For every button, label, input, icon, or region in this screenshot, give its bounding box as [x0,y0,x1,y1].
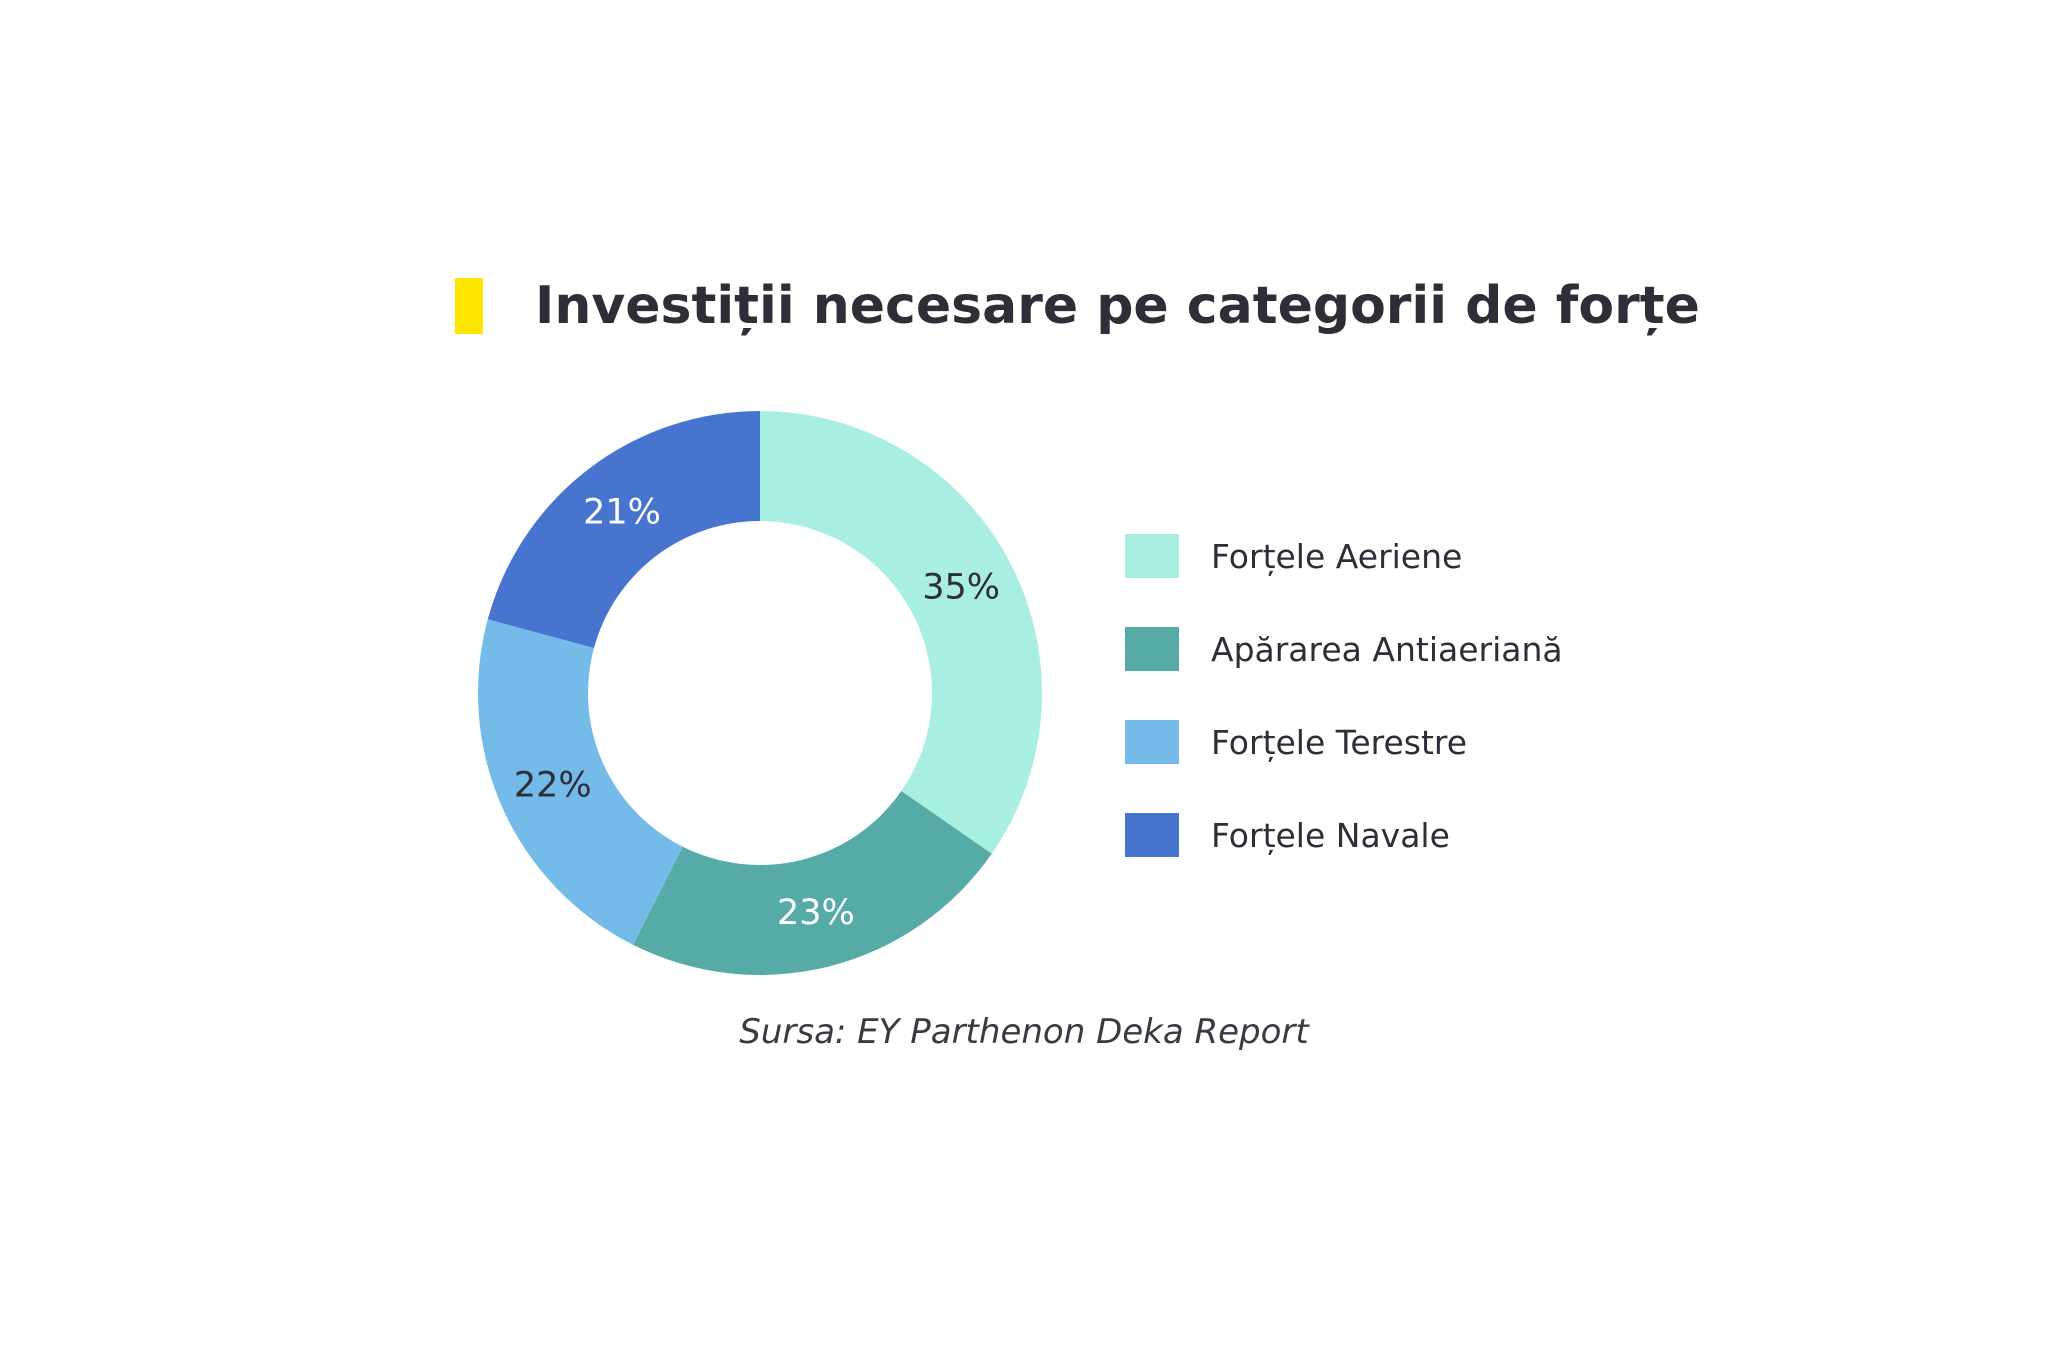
slice-value-label-2: 23% [777,893,855,933]
chart-legend: Forțele Aeriene Apărarea Antiaeriană Forțe… [1125,528,1563,900]
legend-item-3: Forțele Terestre [1125,714,1563,770]
slice-value-label-3: 22% [514,766,592,806]
slice-value-label-4: 21% [583,493,661,533]
title-accent-bar [455,278,483,334]
chart-title: Investiții necesare pe categorii de forț… [535,276,1700,336]
chart-title-row: Investiții necesare pe categorii de forț… [455,270,1700,342]
donut-slice-2 [633,791,992,976]
legend-swatch-3 [1125,720,1179,764]
legend-label-4: Forțele Navale [1211,815,1450,855]
legend-swatch-4 [1125,813,1179,857]
donut-slice-1 [760,411,1042,854]
slice-value-label-1: 35% [922,568,1000,608]
legend-label-1: Forțele Aeriene [1211,536,1463,576]
legend-item-2: Apărarea Antiaeriană [1125,621,1563,677]
legend-label-3: Forțele Terestre [1211,722,1468,762]
legend-swatch-1 [1125,534,1179,578]
donut-slice-4 [487,411,760,649]
legend-item-4: Forțele Navale [1125,807,1563,863]
legend-item-1: Forțele Aeriene [1125,528,1563,584]
legend-swatch-2 [1125,627,1179,671]
donut-slice-3 [477,619,683,945]
chart-source: Sursa: EY Parthenon Deka Report [739,1012,1309,1052]
legend-label-2: Apărarea Antiaeriană [1211,629,1563,669]
